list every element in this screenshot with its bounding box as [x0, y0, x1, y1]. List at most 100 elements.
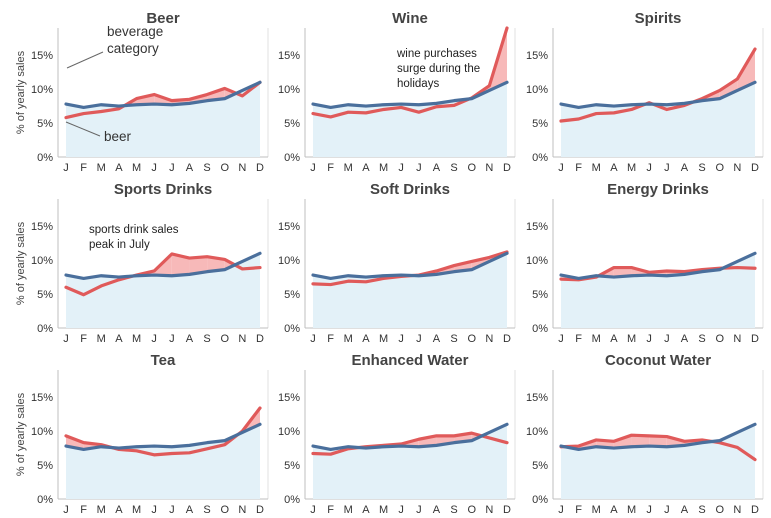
y-tick-label: 5% — [284, 118, 300, 130]
x-tick-label: M — [97, 504, 106, 516]
y-tick-label: 5% — [532, 460, 548, 472]
x-tick-label: J — [416, 333, 422, 345]
reference-area — [561, 253, 755, 328]
x-tick-label: J — [169, 333, 175, 345]
y-tick-label: 5% — [284, 460, 300, 472]
y-tick-label: 0% — [284, 323, 300, 335]
x-tick-label: J — [310, 504, 316, 516]
panel-title: Tea — [151, 352, 176, 369]
x-tick-label: O — [467, 333, 476, 345]
y-tick-label: 0% — [37, 494, 53, 506]
y-tick-label: 15% — [278, 392, 300, 404]
y-tick-label: 10% — [526, 84, 548, 96]
x-tick-label: M — [132, 162, 141, 174]
x-tick-label: J — [169, 162, 175, 174]
y-tick-label: 10% — [278, 84, 300, 96]
y-axis-label: % of yearly sales — [15, 221, 27, 305]
x-tick-label: F — [80, 333, 87, 345]
x-tick-label: F — [327, 333, 334, 345]
x-tick-label: S — [698, 504, 705, 516]
x-tick-label: O — [467, 162, 476, 174]
y-tick-label: 15% — [31, 50, 53, 62]
y-tick-label: 0% — [532, 494, 548, 506]
category-series-line — [64, 252, 262, 297]
x-tick-label: J — [151, 162, 157, 174]
x-tick-label: M — [97, 333, 106, 345]
x-tick-label: J — [416, 162, 422, 174]
y-tick-label: 10% — [31, 84, 53, 96]
y-tick-label: 15% — [31, 221, 53, 233]
difference-area — [719, 78, 738, 99]
beer-series-line — [311, 422, 509, 452]
x-tick-label: A — [186, 162, 194, 174]
y-tick-label: 0% — [284, 494, 300, 506]
x-tick-label: A — [115, 162, 123, 174]
y-tick-label: 5% — [532, 118, 548, 130]
beer-series-line — [64, 251, 262, 281]
panel-title: Soft Drinks — [370, 181, 450, 198]
x-tick-label: D — [751, 504, 759, 516]
x-tick-label: A — [115, 504, 123, 516]
x-tick-label: S — [698, 162, 705, 174]
x-tick-label: M — [344, 162, 353, 174]
panel-title: Energy Drinks — [607, 181, 709, 198]
x-tick-label: O — [715, 162, 724, 174]
x-tick-label: S — [450, 333, 457, 345]
difference-area — [207, 256, 225, 272]
x-tick-label: J — [151, 504, 157, 516]
y-axis-label: % of yearly sales — [15, 50, 27, 134]
y-tick-label: 15% — [278, 50, 300, 62]
x-tick-label: J — [169, 504, 175, 516]
x-tick-label: M — [592, 504, 601, 516]
x-tick-label: J — [646, 333, 652, 345]
beer-series-line — [559, 422, 757, 452]
x-tick-label: J — [558, 333, 564, 345]
panel-title: Wine — [392, 10, 428, 27]
x-tick-label: M — [344, 333, 353, 345]
x-tick-label: A — [433, 162, 441, 174]
x-tick-label: D — [256, 333, 264, 345]
x-tick-label: J — [646, 504, 652, 516]
y-tick-label: 0% — [532, 152, 548, 164]
x-tick-label: A — [433, 333, 441, 345]
x-tick-label: O — [220, 333, 229, 345]
x-tick-label: N — [485, 504, 493, 516]
x-tick-label: S — [450, 504, 457, 516]
x-tick-label: M — [592, 162, 601, 174]
difference-area — [649, 435, 667, 447]
y-tick-label: 10% — [278, 426, 300, 438]
x-tick-label: F — [575, 162, 582, 174]
x-tick-label: O — [715, 504, 724, 516]
y-tick-label: 10% — [31, 255, 53, 267]
difference-area — [631, 435, 650, 447]
panel-title: Beer — [146, 10, 180, 27]
x-tick-label: A — [610, 504, 618, 516]
annotation-pointer — [65, 121, 101, 137]
y-tick-label: 5% — [532, 289, 548, 301]
x-tick-label: M — [132, 504, 141, 516]
x-tick-label: J — [310, 162, 316, 174]
x-tick-label: D — [503, 333, 511, 345]
x-tick-label: S — [203, 504, 210, 516]
x-tick-label: O — [220, 504, 229, 516]
x-tick-label: M — [344, 504, 353, 516]
y-tick-label: 15% — [526, 50, 548, 62]
x-tick-label: A — [362, 162, 370, 174]
y-tick-label: 10% — [526, 255, 548, 267]
category-series-line — [311, 431, 509, 456]
x-tick-label: J — [416, 504, 422, 516]
x-tick-label: F — [80, 504, 87, 516]
x-tick-label: A — [362, 504, 370, 516]
x-tick-label: M — [627, 504, 636, 516]
annotation: wine purchases surge during the holidays — [396, 48, 480, 90]
x-tick-label: S — [203, 333, 210, 345]
panel-title: Enhanced Water — [352, 352, 469, 369]
x-tick-label: N — [238, 504, 246, 516]
x-tick-label: D — [503, 162, 511, 174]
